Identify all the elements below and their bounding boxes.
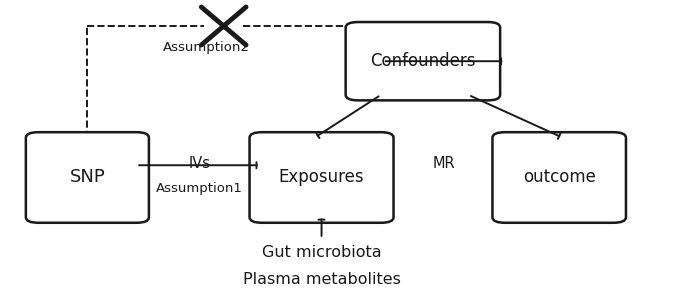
FancyBboxPatch shape bbox=[250, 132, 394, 223]
Text: MR: MR bbox=[433, 156, 455, 171]
Text: Exposures: Exposures bbox=[279, 169, 364, 186]
FancyBboxPatch shape bbox=[26, 132, 149, 223]
Text: Gut microbiota: Gut microbiota bbox=[261, 245, 382, 260]
Text: outcome: outcome bbox=[523, 169, 596, 186]
Text: SNP: SNP bbox=[69, 169, 106, 186]
FancyBboxPatch shape bbox=[345, 22, 500, 100]
Text: Assumption1: Assumption1 bbox=[156, 182, 243, 195]
Text: Confounders: Confounders bbox=[370, 52, 475, 70]
Text: IVs: IVs bbox=[188, 156, 210, 171]
Text: Plasma metabolites: Plasma metabolites bbox=[243, 272, 401, 288]
FancyBboxPatch shape bbox=[492, 132, 626, 223]
Text: Assumption2: Assumption2 bbox=[163, 41, 250, 54]
